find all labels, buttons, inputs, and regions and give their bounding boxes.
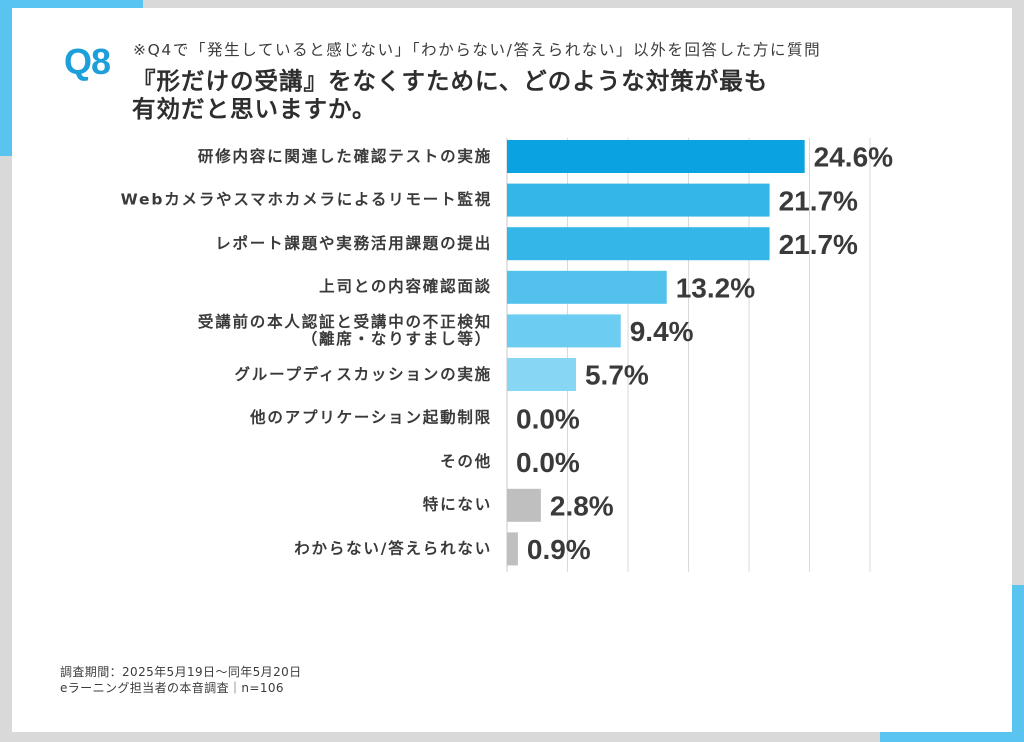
- bar: [507, 270, 667, 304]
- title-line-1: 『形だけの受講』をなくすために、どのような対策が最も: [132, 67, 769, 95]
- data-label: 9.4%: [630, 316, 694, 347]
- category-label: 受講前の本人認証と受講中の不正検知 （離席・なりすまし等）: [197, 312, 492, 348]
- category-label: 他のアプリケーション起動制限: [250, 408, 492, 427]
- data-label: 21.7%: [779, 185, 858, 216]
- data-label: 0.0%: [516, 403, 580, 434]
- frame-accent-top-left-horizontal: [0, 0, 143, 8]
- survey-period: 調査期間：2025年5月19日〜同年5月20日: [60, 665, 302, 679]
- category-label: 特にない: [422, 495, 492, 514]
- bars: [507, 140, 805, 566]
- frame-accent-top-left-vertical: [0, 0, 12, 156]
- footer: 調査期間：2025年5月19日〜同年5月20日 eラーニング担当者の本音調査｜n…: [60, 664, 302, 696]
- data-label: 13.2%: [676, 273, 755, 304]
- frame-accent-bottom-right-horizontal: [880, 732, 1024, 742]
- bar: [507, 532, 518, 566]
- category-label: 研修内容に関連した確認テストの実施: [197, 147, 492, 165]
- survey-source: eラーニング担当者の本音調査｜n=106: [60, 681, 284, 695]
- question-note: ※Q4で「発生していると感じない」「わからない/答えられない」以外を回答した方に…: [133, 41, 822, 59]
- category-label: グループディスカッションの実施: [234, 365, 492, 383]
- data-label: 0.0%: [516, 447, 580, 478]
- data-label: 0.9%: [527, 534, 591, 565]
- question-title: 『形だけの受講』をなくすために、どのような対策が最も 有効だと思いますか。: [132, 67, 768, 123]
- data-label: 24.6%: [814, 142, 893, 173]
- category-label: レポート課題や実務活用課題の提出: [215, 234, 492, 253]
- data-label: 21.7%: [779, 229, 858, 260]
- bar: [507, 488, 541, 522]
- category-label: わからない/答えられない: [294, 539, 492, 558]
- data-labels: 24.6%21.7%21.7%13.2%9.4%5.7%0.0%0.0%2.8%…: [516, 142, 893, 565]
- category-label: その他: [440, 452, 492, 471]
- bar: [507, 314, 621, 348]
- bar: [507, 358, 576, 391]
- title-line-2: 有効だと思いますか。: [132, 95, 377, 123]
- bar: [507, 140, 805, 173]
- bar: [507, 227, 770, 261]
- question-number: Q8: [64, 41, 111, 82]
- category-label: 上司との内容確認面談: [319, 277, 492, 296]
- data-label: 2.8%: [550, 491, 614, 522]
- frame-accent-bottom-right-vertical: [1012, 585, 1024, 742]
- data-label: 5.7%: [585, 360, 649, 391]
- bar: [507, 183, 770, 217]
- category-label: Webカメラやスマホカメラによるリモート監視: [120, 190, 492, 209]
